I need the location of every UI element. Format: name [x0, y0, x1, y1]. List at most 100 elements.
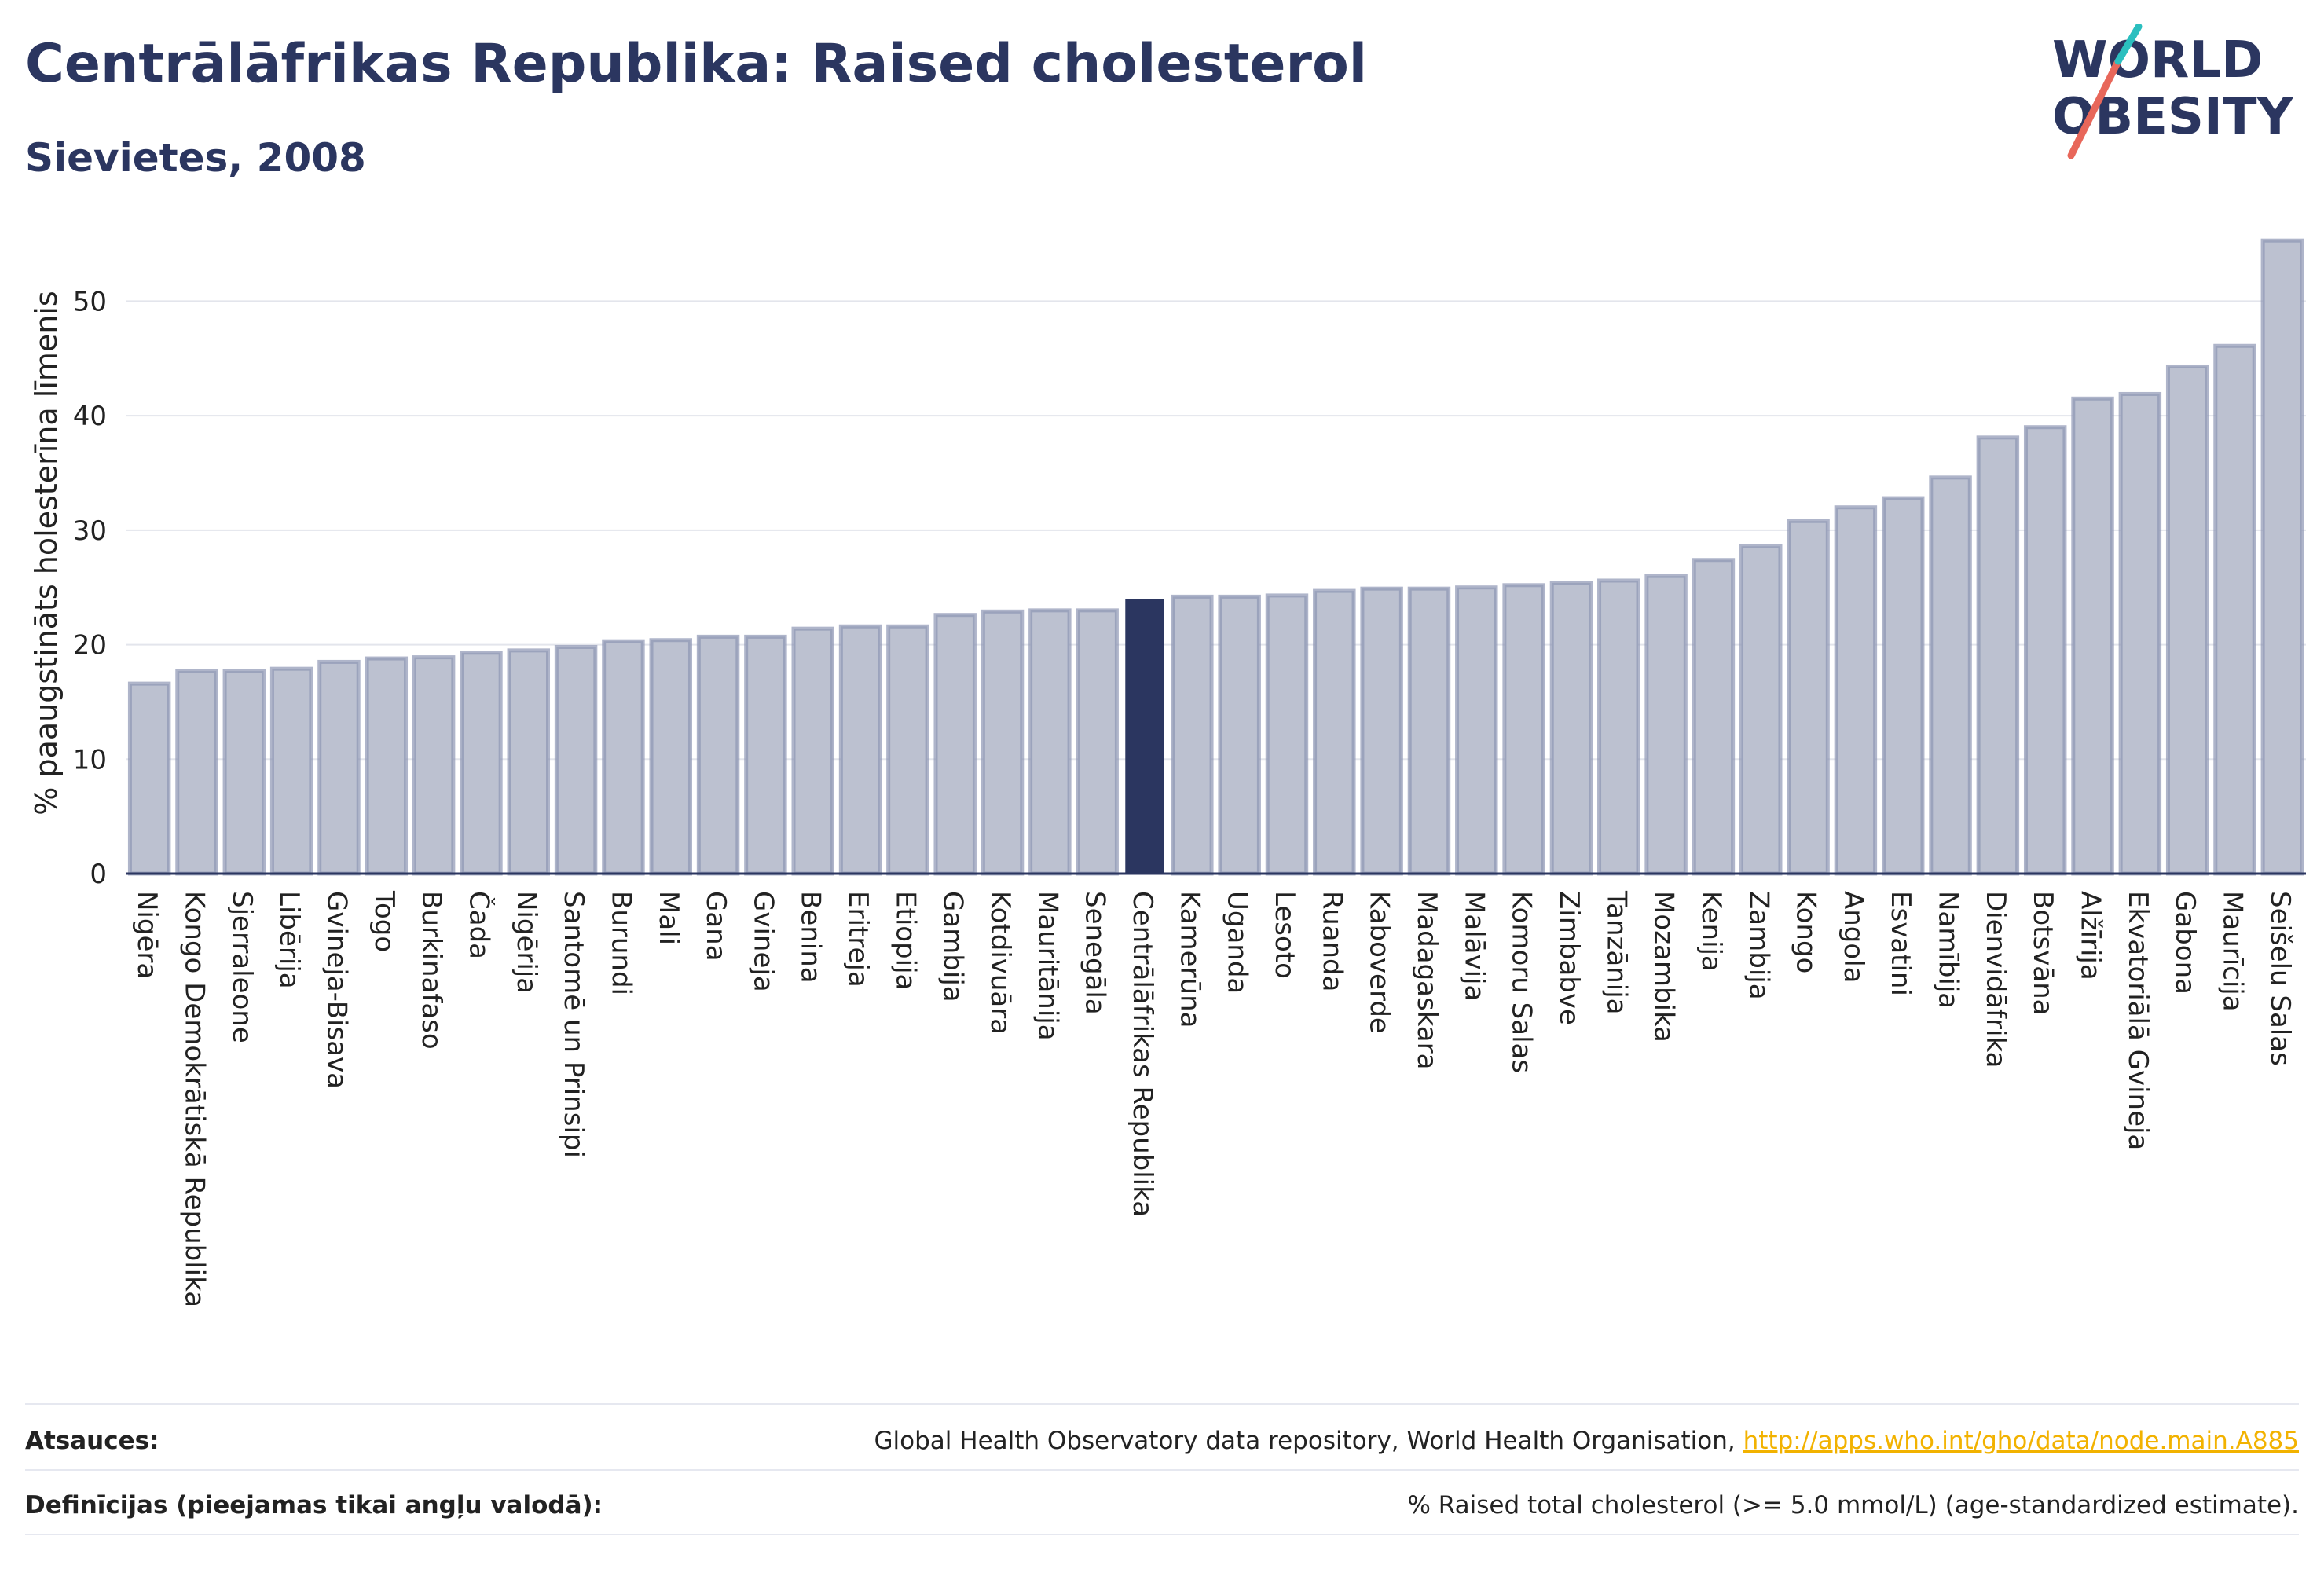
logo-slash-red	[2067, 57, 2122, 159]
definitions-text: % Raised total cholesterol (>= 5.0 mmol/…	[1407, 1491, 2299, 1519]
x-tick-label: Čada	[463, 891, 495, 959]
x-tick-label: Gambija	[937, 891, 969, 1002]
x-tick-label: Senegāla	[1080, 891, 1111, 1015]
bar	[649, 638, 692, 876]
x-tick-label: Gvineja-Bisava	[321, 891, 352, 1089]
bar	[1692, 558, 1736, 876]
x-tick-label: Etiopija	[889, 891, 921, 990]
y-tick-label: 0	[90, 859, 107, 890]
bar-chart: 0 10 20 30 40 50 % paaugstināts holesterīna lī…	[29, 238, 2306, 1307]
x-tick-label: Kongo Demokrātiskā Republika	[178, 891, 210, 1307]
bar	[886, 624, 929, 876]
x-tick-label: Togo	[368, 890, 400, 952]
x-tick-label: Gabona	[2169, 891, 2201, 995]
x-tick-label: Kamerūna	[1174, 891, 1205, 1028]
bar	[222, 669, 266, 876]
bar	[1171, 594, 1214, 876]
x-tick-label: Uganda	[1222, 891, 1253, 994]
x-tick-label: Kongo	[1791, 891, 1822, 973]
bar	[696, 634, 740, 876]
y-tick-label: 50	[73, 286, 107, 317]
x-tick-label: Ekvatoriālā Gvineja	[2122, 891, 2154, 1150]
x-tick-label: Mali	[653, 891, 684, 945]
definitions-label: Definīcijas (pieejamas tikai angļu valod…	[25, 1491, 603, 1519]
x-tick-label: Tanzānija	[1600, 890, 1632, 1014]
sources-text: Global Health Observatory data repositor…	[874, 1427, 1743, 1455]
bar	[602, 639, 645, 876]
footer-sources-row: Atsauces: Global Health Observatory data…	[25, 1409, 2299, 1472]
footer-divider-top	[25, 1403, 2299, 1405]
bar	[2165, 364, 2209, 876]
x-tick-label: Santomē un Prinsipi	[558, 891, 589, 1158]
x-tick-label: Burkinafaso	[416, 891, 447, 1050]
bar	[1455, 585, 1498, 876]
bar	[1076, 608, 1119, 876]
footer-definitions-row: Definīcijas (pieejamas tikai angļu valod…	[25, 1474, 2299, 1537]
y-tick-label: 40	[73, 401, 107, 432]
bar	[365, 656, 409, 876]
bar	[791, 626, 834, 876]
x-tick-label: Benina	[795, 891, 827, 984]
x-tick-label: Kotdivuāra	[984, 891, 1016, 1035]
bar	[1787, 519, 1830, 876]
x-tick-label: Centrālāfrikas Republika	[1127, 891, 1158, 1217]
x-tick-label: Esvatini	[1885, 891, 1916, 996]
footer-divider-mid	[25, 1469, 2299, 1471]
bar	[1834, 505, 1878, 876]
x-tick-label: Eritreja	[842, 891, 874, 988]
sources-label: Atsauces:	[25, 1427, 159, 1455]
x-tick-label: Alžīrija	[2075, 891, 2106, 980]
bar	[1407, 586, 1451, 876]
world-obesity-logo: WORLD OBESITY	[2052, 24, 2293, 159]
logo-word-1: WORLD	[2052, 31, 2263, 90]
x-tick-label: Zambija	[1743, 891, 1774, 1000]
bar	[317, 659, 361, 876]
x-tick-label: Maurīcija	[2217, 891, 2249, 1012]
x-tick-label: Dienvidāfrika	[1980, 891, 2011, 1068]
bar	[2023, 425, 2067, 876]
x-tick-label: Nigērija	[511, 891, 542, 994]
bar	[933, 613, 977, 876]
bar	[1502, 583, 1545, 876]
bar	[2118, 391, 2162, 876]
chart-subtitle: Sievietes, 2008	[25, 135, 366, 181]
bar	[507, 648, 551, 876]
bar	[1313, 588, 1356, 876]
bar	[269, 666, 313, 876]
x-tick-label: Nigēra	[131, 891, 163, 979]
x-tick-label: Kaboverde	[1364, 891, 1395, 1034]
bar	[838, 624, 882, 876]
x-tick-label: Lesoto	[1269, 891, 1300, 979]
chart-title: Centrālāfrikas Republika: Raised cholest…	[25, 33, 1368, 95]
y-tick-label: 20	[73, 630, 107, 662]
footer-divider-bottom	[25, 1534, 2299, 1535]
x-tick-label: Malāvija	[1458, 891, 1490, 1001]
bar	[1549, 581, 1593, 876]
x-tick-label: Seišelu Salas	[2264, 891, 2296, 1066]
x-tick-label: Libērija	[273, 891, 305, 989]
bar	[2071, 396, 2114, 876]
bar	[1597, 578, 1640, 876]
x-tick-label: Gana	[700, 891, 731, 962]
sources-link[interactable]: http://apps.who.int/gho/data/node.main.A…	[1743, 1427, 2299, 1455]
x-tick-label: Ruanda	[1316, 891, 1347, 991]
bar	[1265, 593, 1309, 876]
x-tick-label: Kenija	[1695, 891, 1727, 972]
bar	[127, 681, 171, 876]
bar	[744, 634, 787, 876]
bar	[1976, 435, 2020, 876]
bar	[1125, 599, 1164, 874]
bar	[175, 669, 218, 876]
logo-slash-teal	[2114, 24, 2143, 65]
bar	[554, 644, 598, 876]
bar	[981, 609, 1025, 876]
y-tick-label: 10	[73, 744, 107, 775]
x-tick-label: Gvineja	[747, 891, 779, 992]
x-tick-label: Zimbabve	[1553, 891, 1585, 1025]
bar	[1644, 574, 1688, 876]
bar	[2213, 343, 2256, 876]
x-tick-label: Burundi	[605, 891, 636, 995]
bar	[412, 655, 456, 876]
bar	[2260, 238, 2304, 876]
x-tick-label: Botsvāna	[2027, 891, 2058, 1016]
